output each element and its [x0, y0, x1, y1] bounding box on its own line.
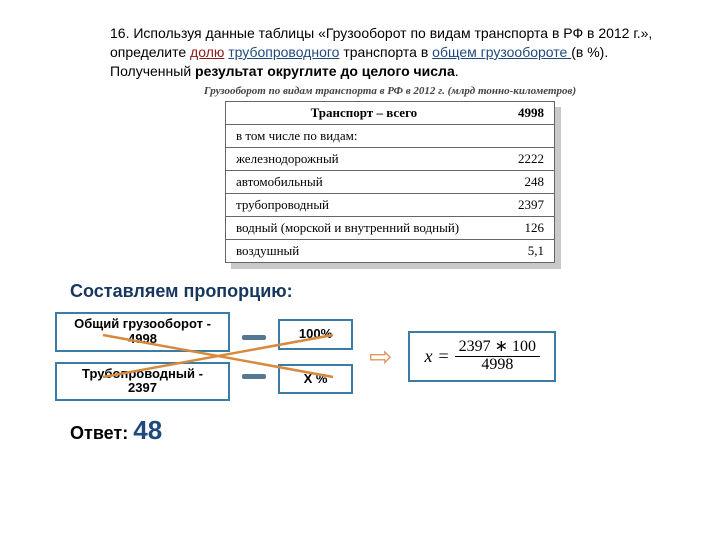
- question-text: 16. Используя данные таблицы «Грузооборо…: [110, 24, 670, 81]
- dash-icon: [242, 374, 266, 379]
- box-pipeline: Трубопроводный - 2397: [55, 362, 230, 402]
- word-pipeline: трубопроводного: [228, 44, 339, 60]
- proportion-diagram: Общий грузооборот - 4998 Трубопроводный …: [55, 312, 670, 402]
- data-table-wrap: Транспорт – всего 4998 в том числе по ви…: [225, 101, 555, 263]
- table-row: водный (морской и внутренний водный)126: [226, 216, 555, 239]
- question-number: 16.: [110, 25, 129, 41]
- box-100: 100%: [278, 319, 353, 350]
- word-dolu: долю: [190, 44, 224, 60]
- table-row: железнодорожный2222: [226, 147, 555, 170]
- table-row: воздушный5,1: [226, 239, 555, 262]
- data-table: Транспорт – всего 4998 в том числе по ви…: [225, 101, 555, 263]
- table-row: в том числе по видам:: [226, 124, 555, 147]
- formula-box: x = 2397 ∗ 100 4998: [408, 331, 556, 382]
- fraction: 2397 ∗ 100 4998: [455, 339, 540, 374]
- section-heading: Составляем пропорцию:: [70, 281, 670, 302]
- table-header-value: 4998: [502, 101, 555, 124]
- table-row: автомобильный248: [226, 170, 555, 193]
- box-total: Общий грузооборот - 4998: [55, 312, 230, 352]
- table-row: трубопроводный2397: [226, 193, 555, 216]
- table-header-label: Транспорт – всего: [226, 101, 502, 124]
- arrow-icon: ⇨: [365, 340, 396, 373]
- word-obshchem: общем грузообороте: [432, 44, 571, 60]
- table-caption: Грузооборот по видам транспорта в РФ в 2…: [110, 85, 670, 97]
- dash-icon: [242, 335, 266, 340]
- box-x: Х %: [278, 364, 353, 395]
- answer-line: Ответ: 48: [70, 415, 670, 446]
- table-header-row: Транспорт – всего 4998: [226, 101, 555, 124]
